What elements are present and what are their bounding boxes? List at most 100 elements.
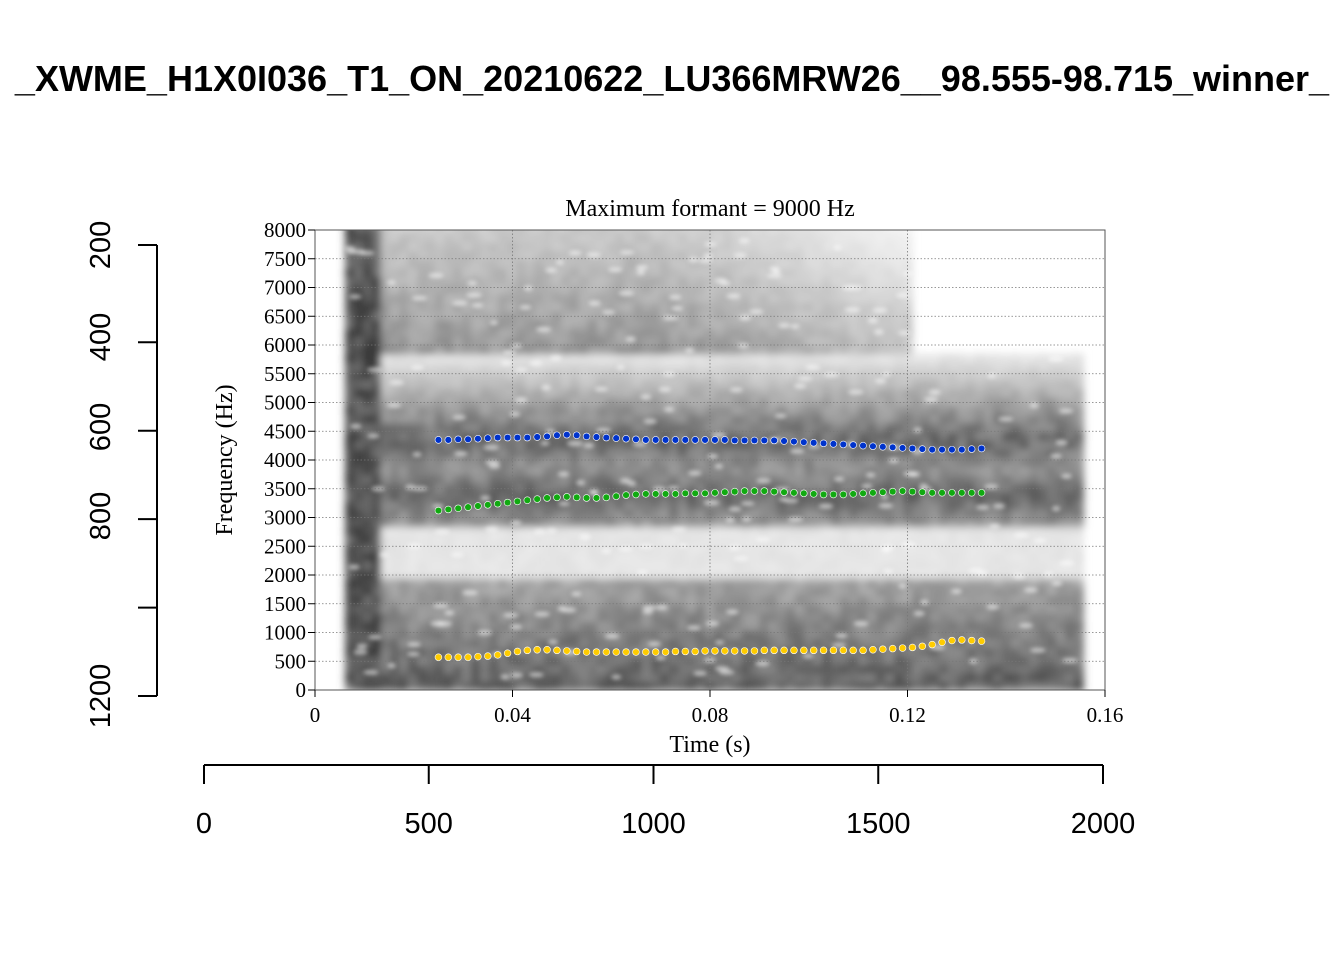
outer-y-tick-label: 1200 <box>85 664 117 729</box>
formant-point <box>563 647 571 655</box>
formant-point <box>948 636 956 645</box>
formant-point <box>790 437 798 446</box>
formant-point <box>790 489 798 497</box>
formant-point <box>513 647 522 656</box>
formant-series-2 <box>434 487 986 515</box>
formant-point <box>454 504 462 512</box>
chart-title: _XWME_H1X0I036_T1_ON_20210622_LU366MRW26… <box>14 58 1330 99</box>
formant-point <box>622 435 630 443</box>
outer-x-tick-label: 1000 <box>621 808 686 840</box>
formant-point <box>651 648 660 656</box>
inset-y-tick-label: 6000 <box>264 333 306 357</box>
outer-x-tick-label: 0 <box>196 808 212 840</box>
formant-point <box>730 647 739 655</box>
formant-point <box>958 445 966 454</box>
inset-y-tick-label: 2500 <box>264 534 306 558</box>
formant-series-1 <box>434 431 986 454</box>
formant-point <box>563 493 571 501</box>
formant-point <box>484 434 492 442</box>
formant-point <box>928 445 936 454</box>
formant-point <box>819 490 828 499</box>
formant-point <box>681 489 690 498</box>
formant-point <box>918 642 927 650</box>
formant-point <box>839 646 848 655</box>
formant-point <box>681 436 690 444</box>
outer-x-axis: 0 500 1000 1500 2000 <box>196 764 1136 840</box>
formant-point <box>484 501 492 509</box>
outer-y-tick-label: 800 <box>85 492 117 540</box>
formant-point <box>691 647 699 656</box>
inset-y-tick-label: 1500 <box>264 592 306 616</box>
inset-y-tick-label: 3500 <box>264 477 306 501</box>
formant-point <box>711 489 719 497</box>
formant-point <box>760 646 769 655</box>
formant-point <box>474 652 482 661</box>
outer-y-axis: 200 400 600 800 1200 <box>85 221 158 729</box>
formant-point <box>632 490 640 499</box>
formant-point <box>553 431 561 439</box>
outer-y-tick-label: 200 <box>85 221 117 269</box>
formant-point <box>503 433 512 442</box>
formant-point <box>474 435 482 443</box>
inset-x-tick-label: 0.16 <box>1087 703 1124 727</box>
formant-point <box>908 643 917 652</box>
formant-point <box>493 433 502 442</box>
formant-point <box>632 648 640 656</box>
inset-y-tick-label: 5000 <box>264 391 306 415</box>
formant-point <box>908 487 917 496</box>
formant-point <box>859 646 867 655</box>
formant-point <box>484 652 492 660</box>
formant-point <box>809 490 818 498</box>
formant-point <box>898 644 907 652</box>
formant-point <box>612 492 620 500</box>
formant-point <box>602 433 611 442</box>
formant-point <box>493 500 502 508</box>
formant-point <box>671 436 680 444</box>
inset-y-axis: 0 500 1000 1500 2000 2500 3000 3500 4000 4500 5000… <box>264 218 315 702</box>
outer-y-tick-label: 400 <box>85 313 117 361</box>
formant-point <box>721 647 729 655</box>
formant-point <box>622 648 630 656</box>
formant-point <box>691 489 699 498</box>
formant-point <box>533 646 541 654</box>
formant-point <box>592 648 601 656</box>
outer-x-tick-label: 2000 <box>1071 808 1136 840</box>
formant-point <box>809 439 818 447</box>
outer-x-tick-label: 1500 <box>846 808 911 840</box>
outer-y-tick-label: 600 <box>85 403 117 451</box>
formant-point <box>434 506 443 515</box>
outer-x-tick-label: 500 <box>405 808 453 840</box>
formant-point <box>800 438 808 446</box>
inset-y-tick-label: 4000 <box>264 448 306 472</box>
formant-point <box>602 493 611 502</box>
formant-point <box>898 444 907 452</box>
formant-point <box>730 487 739 496</box>
formant-point <box>977 489 986 497</box>
inset-x-tick-label: 0.04 <box>494 703 531 727</box>
formant-series-3 <box>434 636 986 661</box>
formant-point <box>730 436 739 445</box>
formant-point <box>918 445 927 453</box>
formant-point <box>879 645 887 653</box>
formant-point <box>642 648 650 656</box>
inset-y-tick-label: 5500 <box>264 362 306 386</box>
formant-point <box>750 647 759 655</box>
formant-point <box>849 441 857 449</box>
formant-point <box>563 431 571 439</box>
inset-y-tick-label: 0 <box>296 678 307 702</box>
formant-point <box>592 433 601 441</box>
formant-point <box>444 436 453 444</box>
formant-point <box>513 497 522 506</box>
formant-point <box>454 435 462 443</box>
formant-point <box>701 647 709 655</box>
formant-point <box>474 502 482 510</box>
formant-point <box>582 648 591 656</box>
inset-y-tick-label: 8000 <box>264 218 306 242</box>
formant-point <box>592 494 601 502</box>
inset-y-tick-label: 7500 <box>264 247 306 271</box>
formant-point <box>829 490 838 499</box>
formant-point <box>967 445 976 453</box>
formant-point <box>760 487 769 495</box>
formant-point <box>572 647 581 656</box>
